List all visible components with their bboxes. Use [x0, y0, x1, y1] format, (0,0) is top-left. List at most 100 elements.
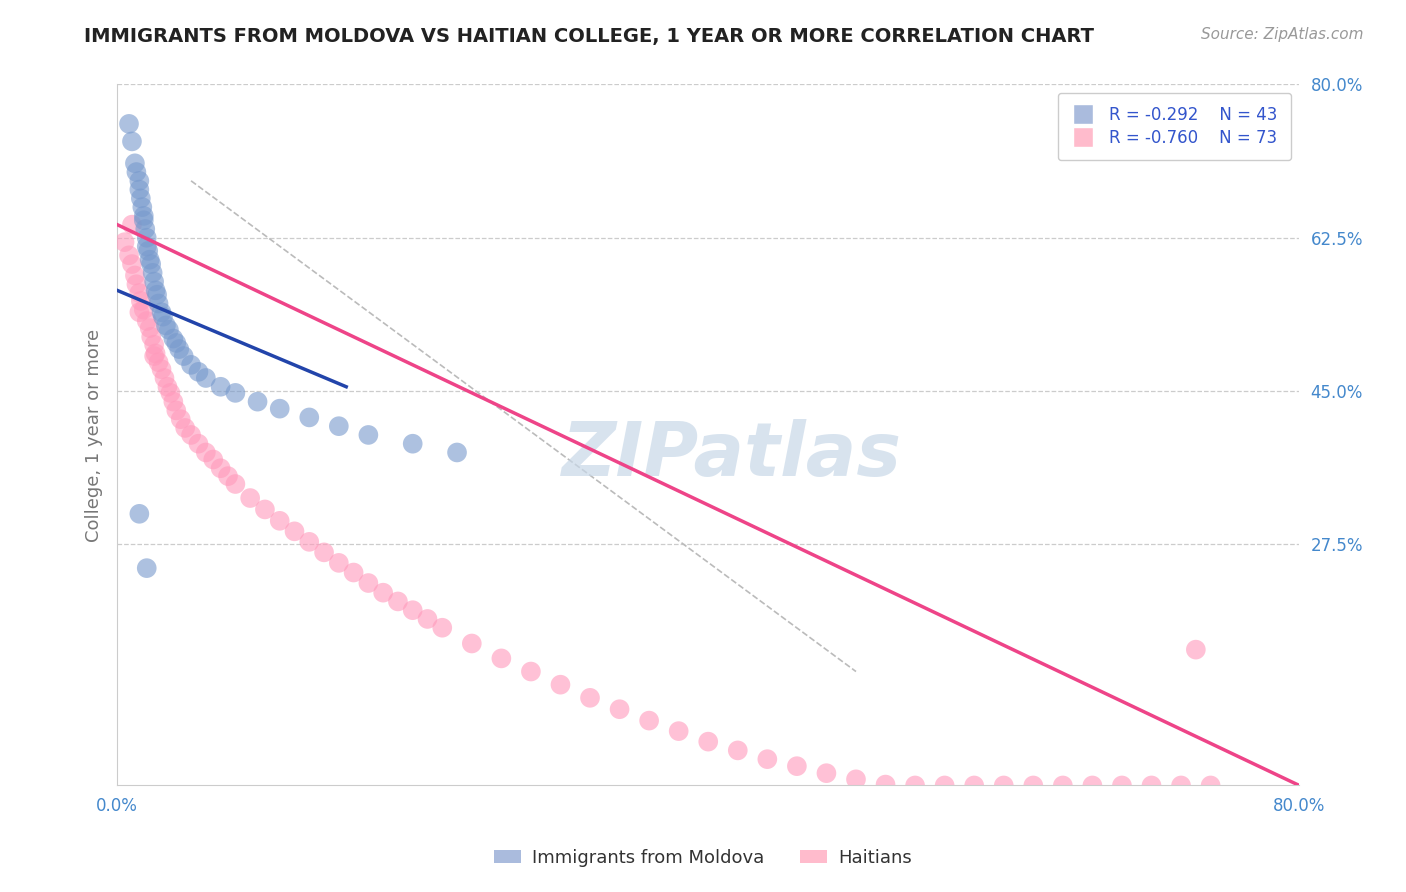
- Legend: R = -0.292    N = 43, R = -0.760    N = 73: R = -0.292 N = 43, R = -0.760 N = 73: [1057, 93, 1291, 161]
- Point: [963, 779, 986, 793]
- Point: [132, 209, 155, 223]
- Point: [845, 772, 868, 787]
- Point: [187, 365, 209, 379]
- Point: [461, 636, 484, 650]
- Point: [135, 314, 157, 328]
- Text: IMMIGRANTS FROM MOLDOVA VS HAITIAN COLLEGE, 1 YEAR OR MORE CORRELATION CHART: IMMIGRANTS FROM MOLDOVA VS HAITIAN COLLE…: [84, 27, 1094, 45]
- Point: [174, 421, 197, 435]
- Point: [131, 200, 153, 214]
- Point: [373, 585, 395, 599]
- Point: [209, 461, 232, 475]
- Point: [157, 323, 180, 337]
- Point: [125, 165, 148, 179]
- Point: [875, 778, 897, 792]
- Point: [993, 779, 1015, 793]
- Point: [357, 428, 380, 442]
- Point: [165, 335, 187, 350]
- Point: [128, 285, 150, 300]
- Point: [167, 342, 190, 356]
- Point: [159, 385, 181, 400]
- Point: [432, 621, 454, 635]
- Point: [934, 779, 956, 793]
- Point: [128, 507, 150, 521]
- Point: [402, 436, 425, 450]
- Point: [162, 394, 184, 409]
- Point: [328, 556, 350, 570]
- Point: [170, 412, 193, 426]
- Point: [446, 445, 468, 459]
- Point: [697, 734, 720, 748]
- Point: [298, 410, 321, 425]
- Point: [138, 252, 160, 267]
- Point: [128, 305, 150, 319]
- Point: [162, 332, 184, 346]
- Point: [246, 394, 269, 409]
- Point: [269, 401, 291, 416]
- Point: [114, 235, 136, 249]
- Point: [269, 514, 291, 528]
- Point: [121, 218, 143, 232]
- Point: [180, 358, 202, 372]
- Point: [156, 380, 179, 394]
- Point: [550, 678, 572, 692]
- Point: [815, 766, 838, 780]
- Point: [194, 445, 217, 459]
- Point: [150, 305, 173, 319]
- Point: [125, 277, 148, 292]
- Y-axis label: College, 1 year or more: College, 1 year or more: [86, 328, 103, 541]
- Point: [143, 337, 166, 351]
- Point: [187, 436, 209, 450]
- Point: [121, 135, 143, 149]
- Point: [150, 362, 173, 376]
- Point: [141, 257, 163, 271]
- Point: [416, 612, 439, 626]
- Text: Source: ZipAtlas.com: Source: ZipAtlas.com: [1201, 27, 1364, 42]
- Point: [1111, 779, 1133, 793]
- Point: [135, 231, 157, 245]
- Point: [1052, 779, 1074, 793]
- Point: [135, 561, 157, 575]
- Point: [668, 724, 690, 739]
- Point: [152, 310, 174, 324]
- Point: [253, 502, 276, 516]
- Point: [209, 380, 232, 394]
- Point: [129, 191, 152, 205]
- Point: [132, 302, 155, 317]
- Point: [141, 330, 163, 344]
- Point: [132, 213, 155, 227]
- Point: [136, 244, 159, 258]
- Point: [1081, 779, 1104, 793]
- Point: [180, 428, 202, 442]
- Point: [638, 714, 661, 728]
- Point: [153, 371, 176, 385]
- Point: [1170, 779, 1192, 793]
- Point: [1199, 779, 1222, 793]
- Point: [239, 491, 262, 505]
- Point: [1185, 642, 1208, 657]
- Point: [128, 174, 150, 188]
- Point: [118, 117, 141, 131]
- Point: [145, 346, 167, 360]
- Point: [609, 702, 631, 716]
- Point: [128, 183, 150, 197]
- Point: [904, 779, 927, 793]
- Legend: Immigrants from Moldova, Haitians: Immigrants from Moldova, Haitians: [486, 842, 920, 874]
- Point: [173, 349, 195, 363]
- Point: [129, 293, 152, 308]
- Point: [224, 477, 246, 491]
- Text: ZIPatlas: ZIPatlas: [562, 419, 901, 492]
- Point: [312, 545, 335, 559]
- Point: [328, 419, 350, 434]
- Point: [357, 576, 380, 591]
- Point: [387, 594, 409, 608]
- Point: [342, 566, 364, 580]
- Point: [786, 759, 808, 773]
- Point: [579, 690, 602, 705]
- Point: [202, 452, 225, 467]
- Point: [283, 524, 305, 539]
- Point: [224, 385, 246, 400]
- Point: [402, 603, 425, 617]
- Point: [146, 287, 169, 301]
- Point: [143, 275, 166, 289]
- Point: [135, 239, 157, 253]
